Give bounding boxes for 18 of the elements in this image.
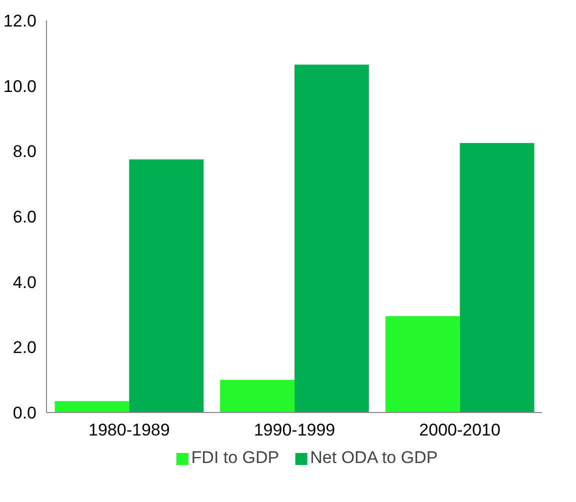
y-tick-label: 10.0 <box>3 76 37 96</box>
y-tick-label: 2.0 <box>12 338 37 358</box>
y-tick-label: 12.0 <box>3 12 37 30</box>
bar <box>385 316 460 412</box>
y-tick-label: 4.0 <box>12 272 37 292</box>
y-tick-label: 8.0 <box>12 142 37 162</box>
bar <box>129 159 204 412</box>
y-tick-label: 6.0 <box>12 208 37 226</box>
x-tick-label: 2000-2010 <box>419 420 500 440</box>
bar <box>54 401 130 412</box>
y-tick-label: 0.0 <box>12 404 37 422</box>
bar <box>294 64 369 412</box>
x-tick-label: 1990-1999 <box>254 420 336 440</box>
legend-label: FDI to GDP <box>191 448 280 468</box>
bar <box>220 380 294 412</box>
bar <box>460 143 534 412</box>
legend-label: Net ODA to GDP <box>310 448 438 468</box>
x-tick-label: 1980-1989 <box>88 420 170 440</box>
